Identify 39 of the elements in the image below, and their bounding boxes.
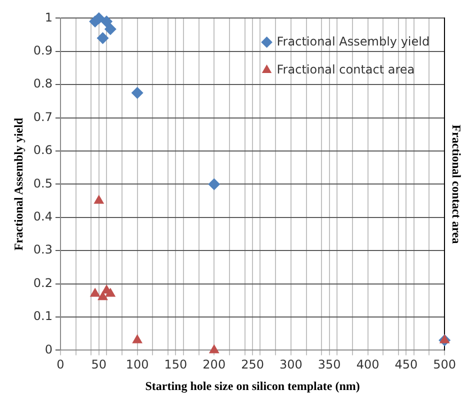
y-tick-label: 0.7	[33, 110, 52, 124]
point	[104, 23, 116, 36]
y-tick-label: 0	[44, 342, 52, 356]
x-tick-label: 500	[433, 358, 456, 372]
x-tick-label: 400	[356, 358, 380, 372]
x-tick-label: 50	[91, 358, 107, 372]
legend-label: Fractional contact area	[276, 62, 415, 76]
point	[90, 288, 100, 297]
x-tick-label: 350	[318, 358, 341, 372]
point	[96, 32, 109, 44]
point	[208, 178, 220, 190]
x-tick-label: 200	[202, 358, 226, 372]
point	[439, 334, 450, 344]
y2-axis-title: Fractional contact area	[450, 124, 464, 244]
y-tick-label: 0.2	[33, 276, 52, 290]
y-tick-label: 1	[44, 10, 52, 24]
x-tick-label: 150	[164, 358, 188, 372]
x-tick-label: 300	[280, 358, 302, 372]
point	[208, 344, 220, 354]
x-tick-label: 0	[56, 358, 64, 372]
point	[132, 334, 143, 344]
x-tick-label: 450	[394, 358, 418, 372]
x-tick-label: 250	[241, 358, 264, 372]
y-tick-label: 0.3	[33, 242, 52, 257]
y-tick-label: 0.1	[33, 309, 52, 324]
x-tick-label: 100	[126, 358, 149, 372]
y-tick-label: 0.8	[33, 76, 52, 91]
y-tick-label: 0.5	[33, 176, 52, 190]
y-axis-title: Fractional Assembly yield	[11, 118, 26, 251]
y-tick-label: 0.6	[33, 143, 52, 158]
y-tick-label: 0.4	[33, 210, 52, 224]
point	[98, 291, 108, 300]
y-tick-label: 0.9	[33, 44, 52, 58]
point	[131, 86, 144, 99]
point	[105, 288, 116, 297]
x-axis-title: Starting hole size on silicon template (nm)	[145, 378, 360, 393]
point	[94, 194, 104, 204]
point	[100, 16, 113, 28]
legend-label: Fractional Assembly yield	[276, 34, 430, 48]
